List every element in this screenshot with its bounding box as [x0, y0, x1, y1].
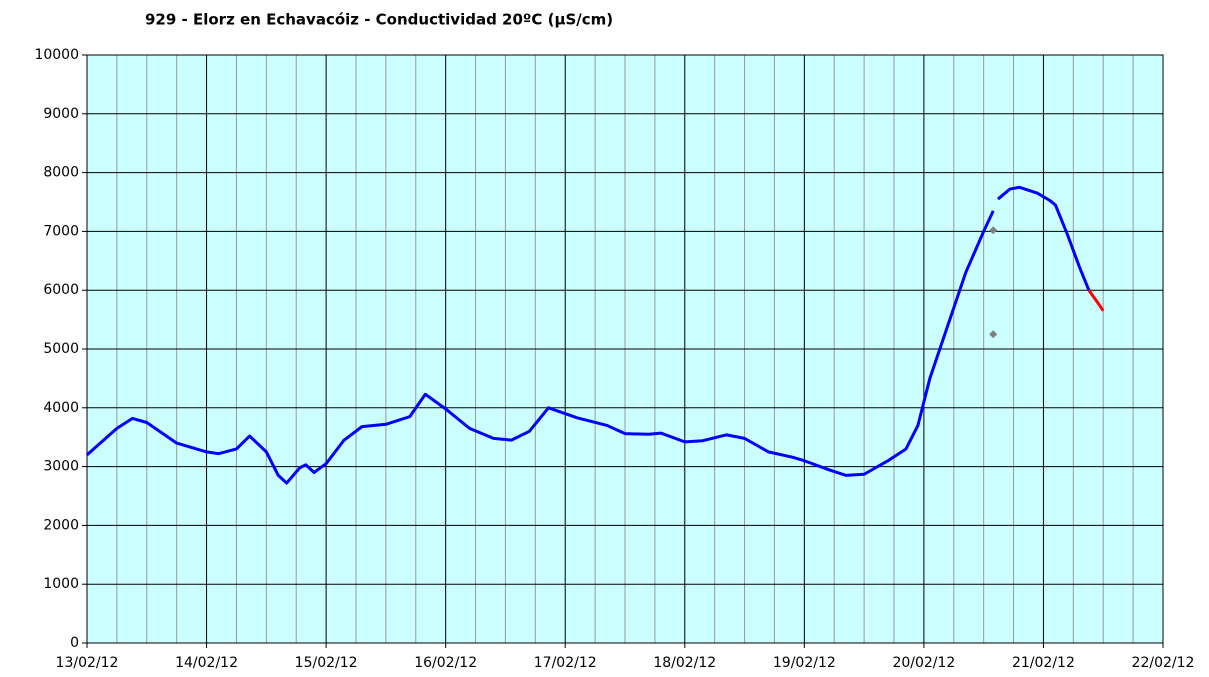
- y-tick-label: 9000: [43, 106, 79, 122]
- x-tick-label: 22/02/12: [1132, 655, 1195, 671]
- x-tick-label: 15/02/12: [295, 655, 358, 671]
- y-tick-label: 3000: [43, 459, 79, 475]
- x-tick-label: 14/02/12: [175, 655, 238, 671]
- x-tick-label: 13/02/12: [56, 655, 119, 671]
- x-tick-label: 20/02/12: [892, 655, 955, 671]
- y-tick-label: 8000: [43, 165, 79, 181]
- y-tick-label: 6000: [43, 282, 79, 298]
- data-line: [86, 185, 1091, 485]
- data-line: [1087, 289, 1105, 312]
- y-tick-label: 5000: [43, 341, 79, 357]
- y-tick-label: 0: [70, 635, 79, 651]
- y-tick-label: 1000: [43, 576, 79, 592]
- y-tick-label: 10000: [34, 47, 79, 63]
- y-tick-label: 7000: [43, 223, 79, 239]
- data-point: [989, 330, 998, 339]
- x-tick-label: 16/02/12: [414, 655, 477, 671]
- x-tick-label: 21/02/12: [1012, 655, 1075, 671]
- y-tick-label: 4000: [43, 400, 79, 416]
- x-tick-label: 17/02/12: [534, 655, 597, 671]
- data-point: [989, 226, 998, 235]
- x-tick-label: 19/02/12: [773, 655, 836, 671]
- y-tick-label: 2000: [43, 517, 79, 533]
- chart-title: 929 - Elorz en Echavacóiz - Conductivida…: [145, 11, 613, 29]
- x-tick-label: 18/02/12: [653, 655, 716, 671]
